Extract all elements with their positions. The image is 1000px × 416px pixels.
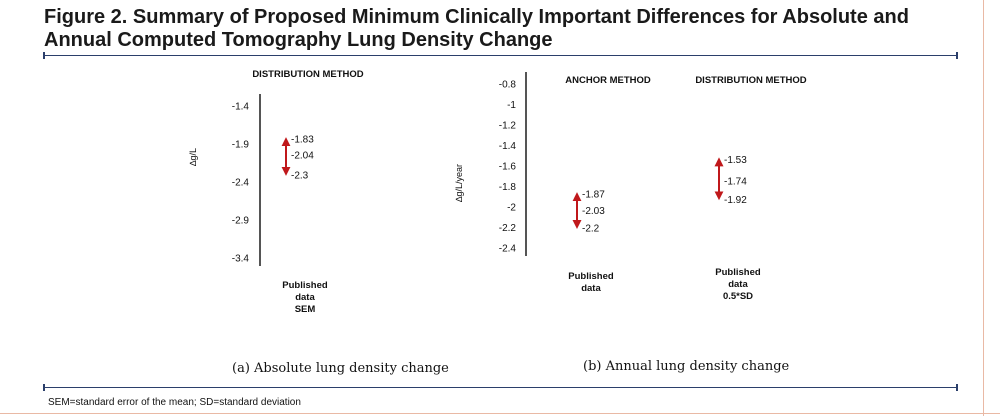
- lower-value-label: -2.3: [291, 170, 309, 181]
- category-label: Published: [568, 271, 614, 282]
- panel-a-caption: (a) Absolute lung density change: [232, 361, 449, 376]
- lung-density-chart: (a) Absolute lung density change (b) Ann…: [188, 69, 807, 376]
- category-label: data: [581, 283, 601, 294]
- category-label: data: [295, 292, 315, 303]
- y-tick-label: -2.4: [499, 244, 517, 255]
- footnote: SEM=standard error of the mean; SD=stand…: [48, 397, 301, 408]
- mid-value-label: -2.03: [582, 206, 605, 217]
- upper-value-label: -1.83: [291, 135, 314, 146]
- method-header: DISTRIBUTION METHOD: [252, 69, 363, 80]
- top-rule-right-tick: [956, 52, 958, 59]
- y-tick-label: -1.4: [232, 102, 250, 113]
- y-tick-label: -1.4: [499, 141, 517, 152]
- y-tick-label: -1: [507, 100, 516, 111]
- bottom-rule-right-tick: [956, 384, 958, 391]
- figure-title: Figure 2. Summary of Proposed Minimum Cl…: [44, 6, 909, 51]
- method-header: DISTRIBUTION METHOD: [695, 75, 806, 86]
- y-tick-label: -2.9: [232, 216, 250, 227]
- panel-b-caption: (b) Annual lung density change: [583, 359, 790, 374]
- bottom-rule-left-tick: [43, 384, 45, 391]
- lower-value-label: -1.92: [724, 195, 747, 206]
- y-tick-label: -1.9: [232, 140, 250, 151]
- y-tick-label: -0.8: [499, 80, 517, 91]
- y-tick-label: -2: [507, 203, 516, 214]
- mid-value-label: -2.04: [291, 151, 314, 162]
- y-tick-label: -2.2: [499, 223, 517, 234]
- upper-value-label: -1.53: [724, 155, 747, 166]
- category-label: 0.5*SD: [723, 291, 753, 302]
- category-label: data: [728, 279, 748, 290]
- right-border: [983, 0, 984, 416]
- top-rule-left-tick: [43, 52, 45, 59]
- category-label: Published: [282, 280, 328, 291]
- y-tick-label: -2.4: [232, 178, 250, 189]
- y-tick-label: -3.4: [232, 254, 250, 265]
- top-rule: [44, 55, 958, 56]
- lower-value-label: -2.2: [582, 224, 600, 235]
- category-label: SEM: [295, 304, 316, 315]
- method-header: ANCHOR METHOD: [565, 75, 651, 86]
- upper-value-label: -1.87: [582, 190, 605, 201]
- y-axis-label: ∆g/L/year: [454, 164, 464, 202]
- y-axis-label: ∆g/L: [188, 148, 198, 166]
- bottom-rule: [44, 387, 958, 388]
- y-tick-label: -1.6: [499, 162, 517, 173]
- y-tick-label: -1.8: [499, 182, 517, 193]
- bottom-border: [0, 413, 1000, 414]
- y-tick-label: -1.2: [499, 121, 517, 132]
- mid-value-label: -1.74: [724, 176, 747, 187]
- category-label: Published: [715, 267, 761, 278]
